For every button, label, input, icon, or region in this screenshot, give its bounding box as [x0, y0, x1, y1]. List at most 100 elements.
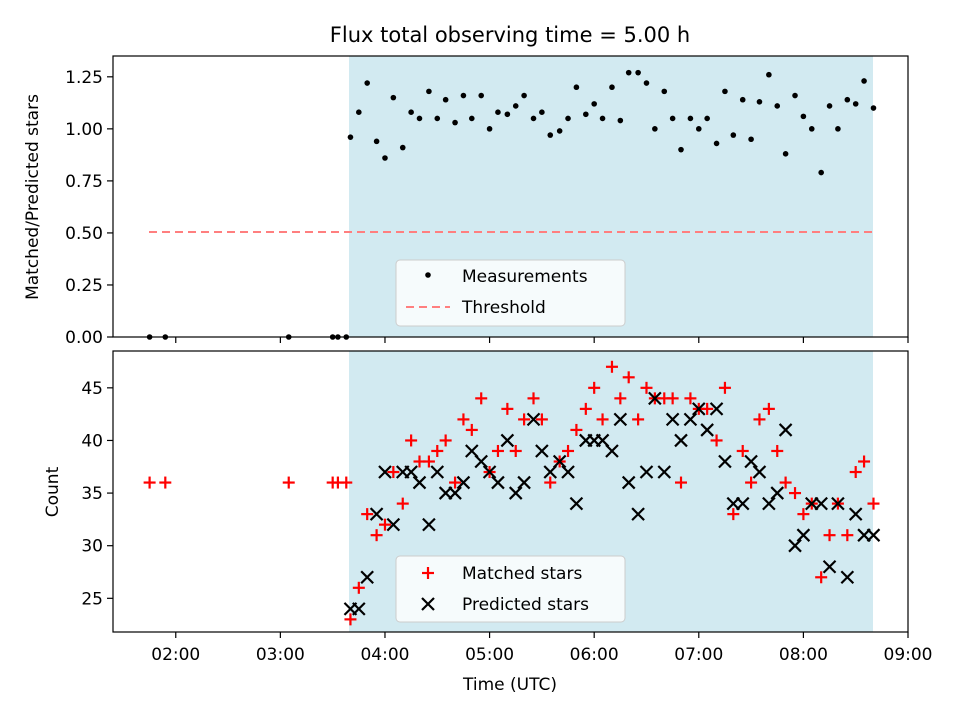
x-tick-label: 06:00	[570, 645, 619, 665]
measurement-point	[643, 80, 650, 86]
count-points	[143, 360, 881, 626]
matched-star-point	[718, 381, 731, 394]
matched-star-point	[159, 476, 172, 489]
matched-star-point	[535, 413, 548, 426]
measurement-point	[434, 115, 441, 122]
matched-star-point	[143, 476, 156, 489]
measurement-point	[870, 105, 877, 111]
predicted-star-point	[360, 570, 374, 585]
measurement-point	[826, 103, 833, 109]
measurement-point	[426, 88, 432, 95]
measurement-point	[792, 92, 798, 99]
top-panel: 0.00 0.25 0.50 0.75 1.00 1.25 Matched/Predict…	[23, 55, 909, 348]
measurement-point	[844, 96, 851, 103]
top-y-axis-label: Matched/Predicted stars	[23, 94, 43, 300]
measurement-point	[390, 94, 397, 101]
measurement-point	[852, 101, 859, 107]
predicted-star-point	[762, 496, 776, 511]
matched-star-point	[405, 434, 418, 447]
y-tick-label: 1.00	[65, 120, 103, 140]
predicted-star-point	[866, 528, 881, 542]
predicted-star-point	[482, 465, 497, 479]
matched-star-point	[465, 423, 478, 436]
top-axes-frame	[112, 55, 909, 338]
predicted-star-point	[674, 433, 688, 448]
predicted-star-point	[840, 570, 855, 585]
matched-star-point	[518, 413, 531, 426]
measurement-point	[669, 115, 676, 122]
matched-star-point	[282, 476, 295, 489]
measurement-point	[347, 134, 354, 140]
bottom-y-axis: 25 30 35 40 45	[81, 379, 113, 609]
x-axis-label: Time (UTC)	[462, 675, 557, 695]
measurement-point	[486, 126, 493, 132]
measurement-point	[495, 109, 501, 115]
measurement-point	[625, 69, 632, 76]
matched-star-point	[684, 392, 697, 405]
predicted-star-point	[788, 538, 802, 553]
predicted-star-point	[456, 475, 471, 490]
matched-star-point	[370, 529, 383, 542]
measurement-point	[547, 132, 554, 138]
matched-star-point	[422, 455, 435, 468]
matched-star-point	[544, 476, 557, 489]
y-tick-label: 30	[81, 537, 103, 557]
y-tick-label: 0.50	[65, 224, 103, 244]
measurement-point	[687, 115, 694, 122]
measurement-point	[635, 69, 641, 76]
measurement-point	[652, 126, 658, 132]
matched-star-point	[562, 444, 575, 457]
matched-star-point	[344, 613, 357, 626]
bottom-panel: 25 30 35 40 45 02:00 03:00 04:00 05:00 06:00 07:0…	[43, 350, 933, 695]
predicted-star-point	[639, 465, 654, 479]
predicted-star-point	[500, 433, 515, 448]
predicted-star-point	[657, 465, 672, 479]
matched-star-point	[579, 402, 592, 415]
measurement-point	[861, 78, 867, 84]
x-tick-label: 05:00	[465, 645, 514, 665]
top-legend: Measurements Threshold	[395, 259, 626, 327]
matched-star-point	[475, 392, 488, 405]
matched-star-point	[762, 402, 775, 415]
measurement-point	[599, 115, 606, 122]
measurement-point	[512, 103, 519, 109]
matched-star-point	[841, 529, 854, 542]
matched-star-point	[666, 392, 679, 405]
measurement-point	[416, 115, 423, 122]
measurement-point	[442, 96, 449, 103]
y-tick-label: 25	[81, 589, 103, 609]
matched-star-point	[823, 529, 836, 542]
measurement-point	[766, 71, 772, 78]
predicted-star-point	[752, 465, 767, 479]
measurement-point	[539, 109, 545, 115]
matched-star-point	[675, 476, 688, 489]
measurement-point	[748, 136, 754, 143]
measurement-point	[835, 126, 841, 132]
top-legend-box	[395, 259, 626, 327]
legend-threshold-label: Threshold	[461, 298, 546, 318]
measurement-point	[521, 92, 527, 99]
y-tick-label: 45	[81, 379, 103, 399]
predicted-star-point	[665, 412, 680, 427]
predicted-star-point	[422, 517, 436, 532]
matched-star-point	[361, 508, 374, 521]
x-tick-label: 09:00	[884, 645, 933, 665]
measurement-point	[661, 88, 668, 95]
matched-star-point	[745, 476, 758, 489]
matched-star-point	[527, 392, 540, 405]
matched-star-point	[491, 444, 504, 457]
bottom-y-axis-label: Count	[43, 466, 63, 517]
measurement-point	[373, 138, 380, 145]
predicted-star-point	[778, 423, 793, 437]
matched-star-point	[588, 381, 601, 394]
y-tick-label: 0.25	[65, 276, 103, 296]
predicted-star-point	[796, 528, 811, 542]
measurement-point	[704, 115, 710, 122]
predicted-star-point	[814, 496, 828, 511]
predicted-star-point	[369, 507, 384, 521]
predicted-star-point	[535, 444, 549, 458]
top-y-axis: 0.00 0.25 0.50 0.75 1.00 1.25	[65, 68, 113, 348]
matched-star-point	[596, 413, 609, 426]
predicted-star-point	[552, 454, 567, 469]
matched-star-point	[340, 476, 353, 489]
